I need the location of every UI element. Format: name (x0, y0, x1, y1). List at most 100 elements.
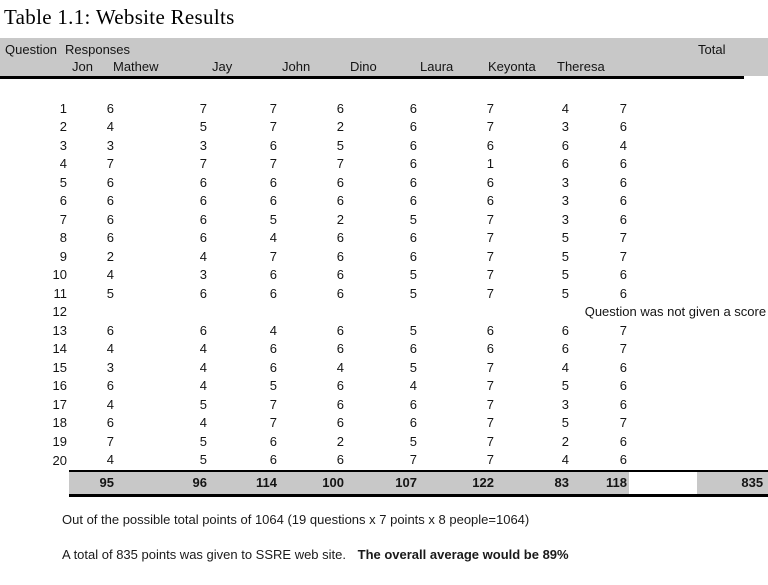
score-cell: 6 (106, 230, 114, 245)
score-cell: 3 (561, 193, 569, 208)
score-cell: 5 (561, 415, 569, 430)
score-cell: 4 (106, 396, 114, 412)
score-cell: 6 (561, 156, 569, 171)
score-cell: 3 (561, 119, 569, 134)
score-cell: 4 (106, 119, 114, 134)
table-row: 4 7 7 7 7 6 1 6 6 (0, 155, 768, 174)
score-cell: 5 (336, 137, 344, 153)
table-row: 2 4 5 7 2 6 7 3 6 (0, 118, 768, 137)
score-cell: 6 (561, 137, 569, 153)
score-cell: 7 (106, 433, 114, 449)
score-cell: 6 (561, 322, 569, 338)
score-cell: 5 (199, 433, 207, 449)
respondent-header-theresa: Theresa (557, 59, 605, 74)
row-total-cell (697, 192, 768, 211)
row-total-cell (697, 248, 768, 267)
gap-cell (629, 377, 697, 396)
score-cell: 7 (619, 230, 627, 245)
gap-cell (629, 322, 697, 341)
row-total-cell (697, 433, 768, 452)
score-cell: 4 (106, 341, 114, 356)
score-cell: 6 (619, 193, 627, 208)
score-cell: 6 (199, 285, 207, 301)
row-total-cell (697, 155, 768, 174)
score-cell: 4 (269, 322, 277, 338)
score-cell: 2 (336, 433, 344, 449)
score-cell: 6 (619, 174, 627, 190)
score-cell: 4 (619, 137, 627, 153)
score-cell: 5 (409, 322, 417, 338)
score-cell: 5 (199, 452, 207, 467)
question-number-cell: 11 (53, 285, 68, 301)
person-total-cell: 118 (571, 469, 629, 496)
table-row: 8 6 6 4 6 6 7 5 7 (0, 229, 768, 248)
score-cell: 5 (561, 267, 569, 282)
score-cell: 6 (409, 193, 417, 208)
table-row: 9 2 4 7 6 6 7 5 7 (0, 248, 768, 267)
total-column-header: Total (698, 42, 726, 57)
gap-cell (629, 248, 697, 267)
score-cell: 7 (269, 415, 277, 430)
score-cell: 5 (409, 433, 417, 449)
score-cell: 5 (561, 378, 569, 393)
score-cell: 7 (486, 396, 494, 412)
score-cell: 6 (336, 285, 344, 301)
question-column-header: Question (5, 42, 58, 57)
table-row: 18 6 4 7 6 6 7 5 7 (0, 414, 768, 433)
score-cell: 6 (619, 211, 627, 227)
row-total-cell (697, 100, 768, 119)
score-cell: 5 (561, 285, 569, 301)
score-cell: 6 (106, 378, 114, 393)
score-cell: 6 (336, 452, 344, 467)
score-cell: 7 (486, 285, 494, 301)
question-number-cell: 3 (59, 137, 67, 153)
score-cell: 7 (269, 100, 277, 116)
score-cell: 6 (269, 341, 277, 356)
score-cell: 7 (486, 359, 494, 375)
footnote-average-text: The overall average would be 89% (357, 547, 569, 562)
person-total-cell: 95 (69, 469, 116, 496)
gap-cell (629, 229, 697, 248)
gap-cell (629, 285, 697, 304)
score-cell: 6 (199, 322, 207, 338)
person-total-cell: 100 (279, 469, 346, 496)
totals-row: 95 96 114 100 107 122 83 118 835 (0, 469, 768, 496)
table-row: 6 6 6 6 6 6 6 3 6 (0, 192, 768, 211)
gap-cell (629, 100, 697, 119)
score-cell: 6 (486, 193, 494, 208)
gap-cell (629, 266, 697, 285)
question-number-cell: 12 (52, 304, 67, 319)
table-row: 3 3 3 6 5 6 6 6 4 (0, 137, 768, 156)
row-total-cell (697, 340, 768, 359)
question-number-cell: 16 (52, 378, 67, 393)
table-row: 13 6 6 4 6 5 6 6 7 (0, 322, 768, 341)
row-total-cell (697, 451, 768, 471)
respondent-header-keyonta: Keyonta (488, 59, 536, 74)
score-cell: 6 (619, 433, 627, 449)
score-cell: 6 (409, 230, 417, 245)
person-total-cell: 96 (116, 469, 209, 496)
table-row: 17 4 5 7 6 6 7 3 6 (0, 396, 768, 415)
score-cell: 4 (561, 100, 569, 116)
question-number-cell: 4 (59, 156, 67, 171)
score-cell: 4 (199, 341, 207, 356)
gap-cell (629, 359, 697, 378)
score-cell: 6 (269, 285, 277, 301)
score-cell: 6 (619, 156, 627, 171)
score-cell: 6 (409, 415, 417, 430)
score-cell: 6 (619, 267, 627, 282)
header-bottom-rule (0, 76, 744, 79)
score-cell: 6 (486, 174, 494, 190)
score-cell: 7 (486, 378, 494, 393)
score-cell: 7 (619, 341, 627, 356)
score-cell: 7 (486, 100, 494, 116)
person-total-cell: 107 (346, 469, 419, 496)
score-cell: 5 (269, 378, 277, 393)
score-cell: 6 (336, 267, 344, 282)
table-row: 5 6 6 6 6 6 6 3 6 (0, 174, 768, 193)
score-cell: 3 (561, 174, 569, 190)
score-cell: 6 (486, 137, 494, 153)
question-number-cell: 8 (59, 230, 67, 245)
gap-cell (629, 433, 697, 452)
score-cell: 7 (409, 452, 417, 467)
